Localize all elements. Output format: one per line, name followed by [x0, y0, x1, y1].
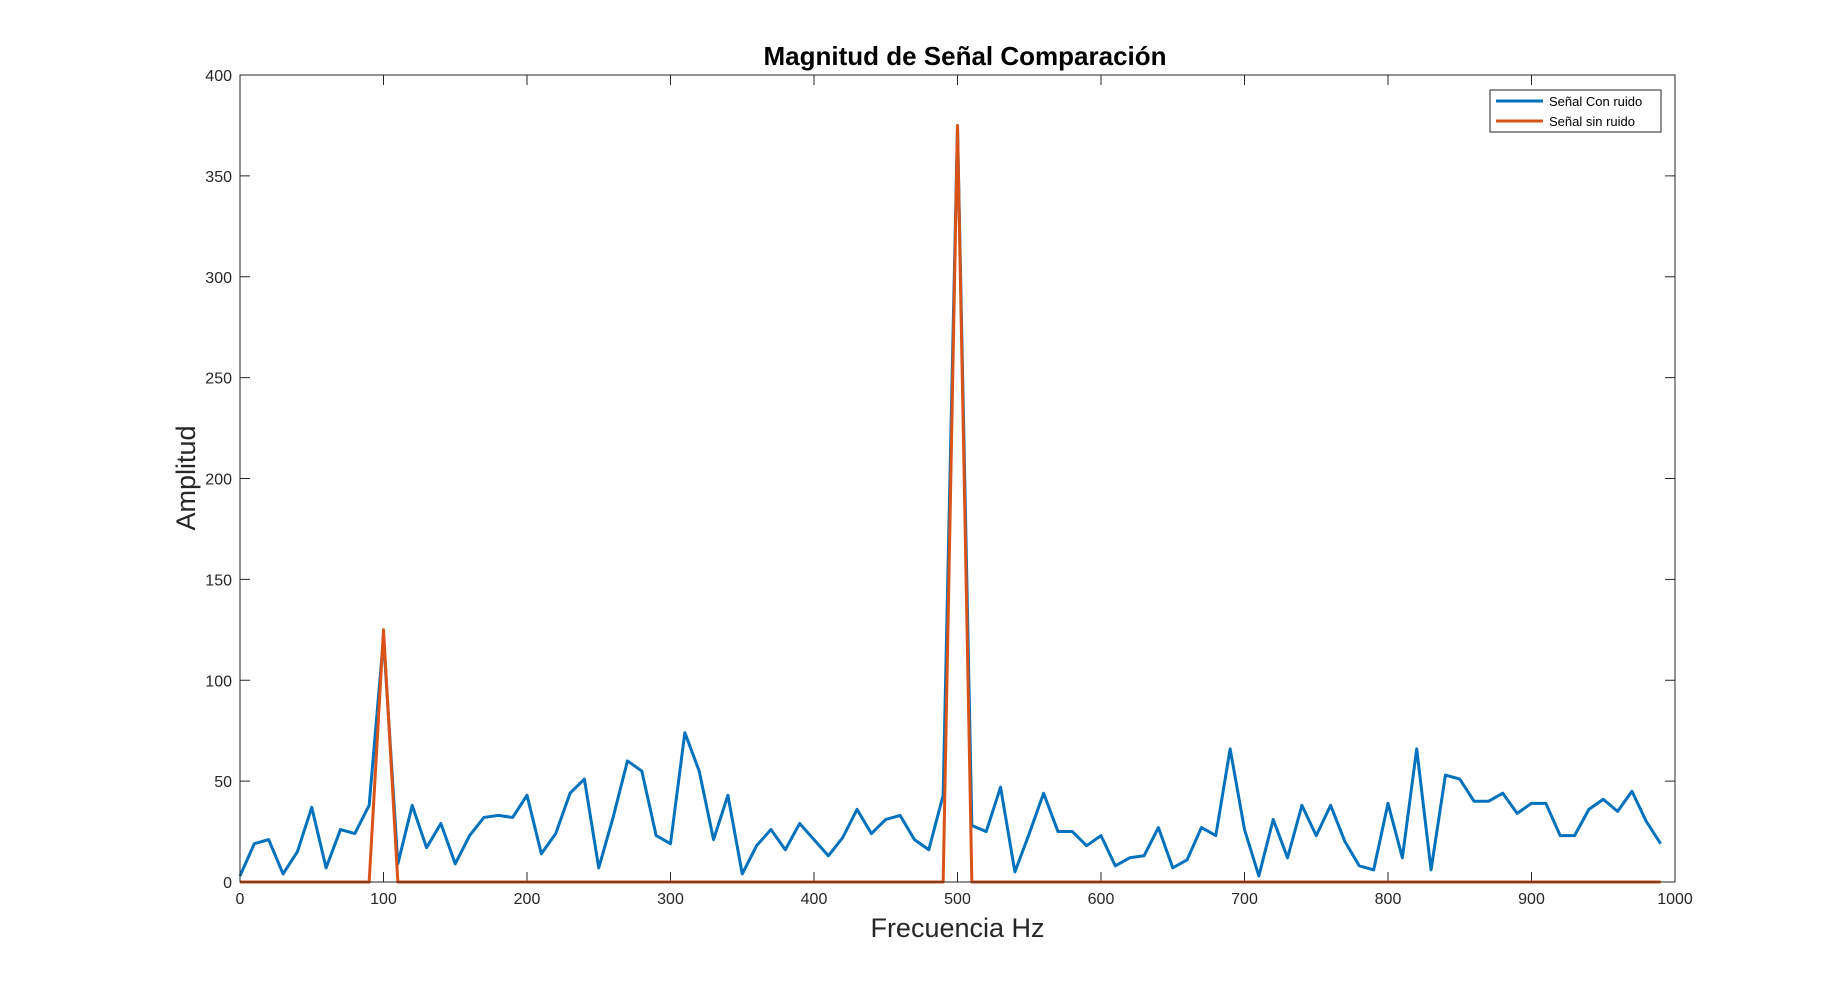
- x-tick-label: 700: [1231, 891, 1258, 908]
- x-tick-label: 0: [236, 891, 245, 908]
- y-tick-label: 100: [205, 673, 232, 690]
- x-tick-label: 100: [370, 891, 397, 908]
- y-axis-label: Amplitud: [171, 425, 201, 530]
- plot-frame: [239, 74, 1676, 883]
- axis-ticks: 0 100 200 300 400 500 600 700 800 900 1000 0 50 100 15…: [205, 68, 1693, 908]
- legend-label-con-ruido: Señal Con ruido: [1549, 94, 1642, 109]
- y-tick-label: 200: [205, 472, 232, 489]
- legend-label-sin-ruido: Señal sin ruido: [1549, 114, 1635, 129]
- x-tick-label: 300: [657, 891, 684, 908]
- chart-title: Magnitud de Señal Comparación: [763, 41, 1166, 71]
- y-tick-label: 50: [214, 774, 232, 791]
- x-tick-label: 900: [1518, 891, 1545, 908]
- y-tick-label: 400: [205, 68, 232, 85]
- x-tick-label: 800: [1375, 891, 1402, 908]
- y-tick-label: 300: [205, 270, 232, 287]
- x-tick-label: 400: [801, 891, 828, 908]
- x-tick-label: 600: [1088, 891, 1115, 908]
- y-tick-label: 0: [223, 875, 232, 892]
- x-axis-label: Frecuencia Hz: [870, 913, 1044, 943]
- plot-area: [240, 75, 1675, 882]
- x-tick-label: 200: [514, 891, 541, 908]
- y-tick-label: 150: [205, 572, 232, 589]
- y-tick-label: 250: [205, 371, 232, 388]
- x-tick-label: 1000: [1657, 891, 1693, 908]
- y-tick-label: 350: [205, 169, 232, 186]
- x-tick-label: 500: [944, 891, 971, 908]
- legend-box: [1489, 89, 1662, 133]
- legend: Señal Con ruido Señal sin ruido: [1489, 89, 1662, 133]
